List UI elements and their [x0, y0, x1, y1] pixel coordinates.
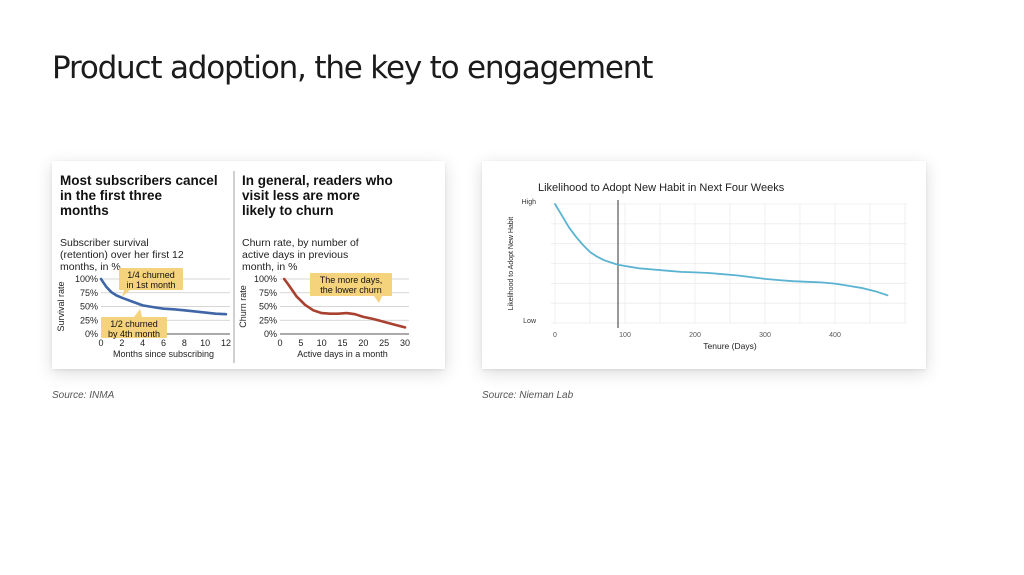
chart-subtitle: month, in % [242, 261, 297, 273]
x-axis-label: Months since subscribing [113, 349, 214, 359]
y-tick-label: 100% [75, 274, 98, 284]
x-tick-label: 10 [317, 338, 327, 348]
x-tick-label: 15 [337, 338, 347, 348]
callout-text: 1/4 churned [127, 270, 175, 280]
x-tick-label: 0 [277, 338, 282, 348]
x-tick-label: 10 [200, 338, 210, 348]
chart-title: Likelihood to Adopt New Habit in Next Fo… [538, 182, 785, 194]
y-axis-label: Likelihood to Adopt New Habit [508, 217, 515, 310]
x-tick-label: 8 [182, 338, 187, 348]
chart-title: likely to churn [242, 203, 334, 218]
chart-subtitle: (retention) over her first 12 [60, 249, 184, 261]
chart-subtitle: months, in % [60, 261, 121, 273]
y-axis-label: Churn rate [238, 285, 248, 328]
x-tick-label: 300 [759, 332, 771, 339]
callout-text: The more days, [320, 275, 383, 285]
x-axis-label: Active days in a month [297, 349, 388, 359]
callout-box [101, 317, 167, 338]
x-tick-label: 400 [829, 332, 841, 339]
x-tick-label: 5 [298, 338, 303, 348]
x-tick-label: 30 [400, 338, 410, 348]
x-tick-label: 4 [140, 338, 145, 348]
x-tick-label: 200 [689, 332, 701, 339]
callout-pointer [374, 296, 382, 303]
y-tick-label: 75% [80, 288, 98, 298]
y-axis-label: Survival rate [56, 281, 66, 331]
y-tick-label: 50% [80, 302, 98, 312]
chart-title: in the first three [60, 188, 163, 203]
y-tick-label: 0% [85, 329, 98, 339]
chart-subtitle: Churn rate, by number of [242, 237, 359, 249]
y-tick-label: 50% [259, 302, 277, 312]
series-line [282, 277, 407, 329]
inma-chart-card: Most subscribers cancel in the first thre… [52, 161, 445, 369]
x-tick-label: 12 [221, 338, 231, 348]
y-tick-label: 25% [80, 315, 98, 325]
chart-title: months [60, 203, 109, 218]
slide-title: Product adoption, the key to engagement [52, 50, 653, 86]
chart-title: In general, readers who [242, 173, 393, 188]
callout-text: in 1st month [126, 280, 175, 290]
x-axis-label: Tenure (Days) [703, 341, 757, 351]
callout-text: the lower churn [320, 285, 382, 295]
chart-title: Most subscribers cancel [60, 173, 218, 188]
x-tick-label: 25 [379, 338, 389, 348]
source-nieman: Source: Nieman Lab [482, 390, 574, 401]
nieman-chart-card: Likelihood to Adopt New Habit in Next Fo… [482, 161, 926, 369]
chart-title: visit less are more [242, 188, 360, 203]
callout-pointer [122, 290, 130, 297]
x-tick-label: 100 [619, 332, 631, 339]
callout-box [119, 268, 183, 290]
y-tick-label: Low [523, 318, 537, 325]
annotation-callout: The more days,the lower churn [310, 273, 392, 303]
chart-subtitle: Subscriber survival [60, 237, 149, 249]
y-tick-label: 25% [259, 315, 277, 325]
x-tick-label: 6 [161, 338, 166, 348]
y-tick-label: 100% [254, 274, 277, 284]
chart-subtitle: active days in previous [242, 249, 348, 261]
x-tick-label: 0 [553, 332, 557, 339]
source-inma: Source: INMA [52, 390, 115, 401]
y-tick-label: 0% [264, 329, 277, 339]
x-tick-label: 20 [358, 338, 368, 348]
callout-text: 1/2 churned [110, 319, 158, 329]
series-line [99, 277, 228, 316]
y-tick-label: 75% [259, 288, 277, 298]
callout-text: by 4th month [108, 329, 160, 339]
x-tick-label: 2 [119, 338, 124, 348]
x-tick-label: 0 [98, 338, 103, 348]
y-tick-label: High [522, 199, 537, 206]
habit-chart-svg: Likelihood to Adopt New Habit in Next Fo… [508, 182, 907, 351]
series-line [554, 203, 889, 297]
callout-box [310, 273, 392, 296]
callout-pointer [134, 309, 142, 317]
